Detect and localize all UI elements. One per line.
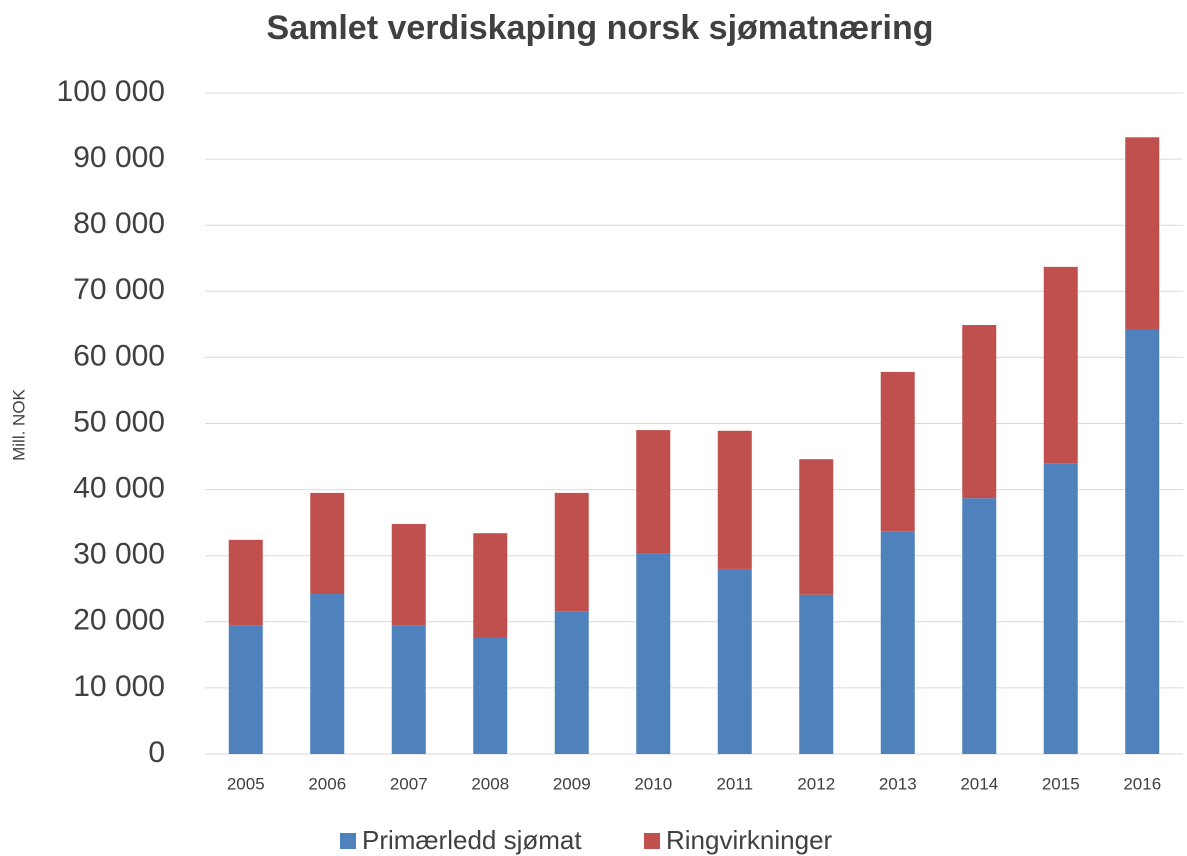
x-tick-label: 2014 [960,774,998,793]
bar-segment [554,492,589,612]
bar-segment [1125,328,1160,754]
x-tick-label: 2013 [879,774,917,793]
y-tick-label: 0 [148,736,165,769]
bar-segment [636,430,671,554]
bar-segment [391,625,426,754]
x-tick-label: 2009 [553,774,591,793]
legend-swatch [340,833,356,849]
bar-segment [473,637,508,754]
bar-segment [962,325,997,499]
x-tick-label: 2010 [634,774,672,793]
x-tick-label: 2011 [716,774,753,793]
y-tick-label: 20 000 [73,604,165,637]
bar-segment [228,625,263,754]
x-tick-label: 2007 [390,774,428,793]
bar-segment [310,594,345,754]
bar-segment [1043,463,1078,754]
bar-segment [554,611,589,754]
y-tick-label: 70 000 [73,273,165,306]
legend-swatch [644,833,660,849]
y-tick-label: 60 000 [73,339,165,372]
bar-segment [962,498,997,754]
x-tick-label: 2008 [471,774,509,793]
bar-segment [1043,266,1078,464]
x-tick-label: 2012 [797,774,835,793]
y-tick-label: 90 000 [73,141,165,174]
bar-segment [799,459,834,595]
legend-label: Ringvirkninger [666,825,833,855]
bar-segment [717,430,752,569]
x-tick-label: 2015 [1042,774,1080,793]
bar-segment [799,594,834,754]
bar-segment [228,539,263,626]
y-tick-label: 100 000 [57,75,165,108]
bar-segment [310,492,345,595]
y-tick-label: 40 000 [73,472,165,505]
bar-segment [391,523,426,626]
x-tick-label: 2006 [308,774,346,793]
chart-title: Samlet verdiskaping norsk sjømatnæring [267,9,934,47]
y-tick-label: 30 000 [73,538,165,571]
y-axis-label: Mill. NOK [9,388,28,460]
y-tick-label: 50 000 [73,405,165,438]
x-tick-label: 2005 [227,774,265,793]
bar-segment [1125,137,1160,329]
bar-segment [717,568,752,754]
y-tick-label: 80 000 [73,207,165,240]
bar-segment [880,371,915,532]
bar-segment [880,531,915,754]
bar-segment [473,533,508,638]
bar-segment [636,553,671,754]
x-tick-label: 2016 [1123,774,1161,793]
legend-label: Primærledd sjømat [362,825,582,855]
y-tick-label: 10 000 [73,670,165,703]
